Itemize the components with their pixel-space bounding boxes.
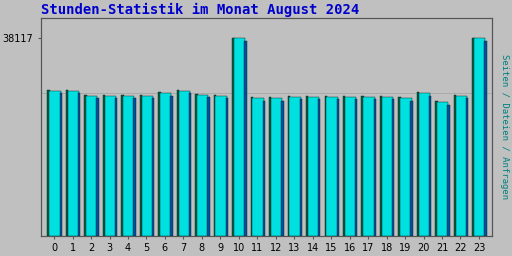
Bar xyxy=(232,38,234,236)
Bar xyxy=(195,94,198,236)
Bar xyxy=(197,95,208,236)
Bar xyxy=(289,97,301,236)
Bar xyxy=(419,93,430,236)
Bar xyxy=(325,96,327,236)
Bar xyxy=(374,99,376,236)
Bar xyxy=(288,96,290,236)
Bar xyxy=(281,101,284,236)
Bar xyxy=(456,96,467,236)
Bar xyxy=(343,96,345,236)
Bar xyxy=(435,101,438,236)
Bar xyxy=(115,98,117,236)
Bar xyxy=(78,93,80,236)
Bar xyxy=(308,97,319,236)
Bar xyxy=(179,91,190,236)
Bar xyxy=(345,97,356,236)
Bar xyxy=(437,102,449,236)
Y-axis label: Seiten / Dateien / Anfragen: Seiten / Dateien / Anfragen xyxy=(500,54,509,199)
Bar xyxy=(300,99,302,236)
Bar xyxy=(214,95,216,236)
Bar xyxy=(158,92,161,236)
Bar xyxy=(207,97,209,236)
Bar xyxy=(244,41,247,236)
Bar xyxy=(454,95,456,236)
Bar xyxy=(355,99,357,236)
Bar xyxy=(263,101,265,236)
Bar xyxy=(398,97,401,236)
Bar xyxy=(484,41,487,236)
Bar xyxy=(466,98,468,236)
Bar xyxy=(49,91,60,236)
Bar xyxy=(318,99,321,236)
Bar xyxy=(104,96,116,236)
Bar xyxy=(400,98,412,236)
Bar xyxy=(392,99,394,236)
Bar xyxy=(189,93,191,236)
Bar xyxy=(336,99,339,236)
Bar xyxy=(84,95,87,236)
Bar xyxy=(86,96,97,236)
Bar xyxy=(361,96,364,236)
Bar xyxy=(250,97,253,236)
Bar xyxy=(252,98,264,236)
Bar xyxy=(59,93,62,236)
Bar xyxy=(382,97,393,236)
Bar xyxy=(380,96,382,236)
Bar xyxy=(152,98,154,236)
Bar xyxy=(160,93,172,236)
Bar xyxy=(103,95,105,236)
Bar xyxy=(48,90,50,236)
Text: Stunden-Statistik im Monat August 2024: Stunden-Statistik im Monat August 2024 xyxy=(41,3,359,17)
Bar xyxy=(363,97,375,236)
Bar xyxy=(177,90,179,236)
Bar xyxy=(411,101,413,236)
Bar xyxy=(216,96,227,236)
Bar xyxy=(306,96,308,236)
Bar xyxy=(96,98,99,236)
Bar xyxy=(271,98,282,236)
Bar xyxy=(142,96,153,236)
Bar xyxy=(234,38,245,236)
Bar xyxy=(269,97,271,236)
Bar xyxy=(68,91,79,236)
Bar xyxy=(429,96,431,236)
Bar xyxy=(474,38,485,236)
Bar xyxy=(140,95,142,236)
Bar xyxy=(417,92,419,236)
Bar xyxy=(226,98,228,236)
Bar xyxy=(134,98,136,236)
Bar xyxy=(170,96,173,236)
Bar xyxy=(121,95,124,236)
Bar xyxy=(472,38,475,236)
Bar xyxy=(326,97,337,236)
Bar xyxy=(447,104,450,236)
Bar xyxy=(66,90,68,236)
Bar xyxy=(123,96,135,236)
